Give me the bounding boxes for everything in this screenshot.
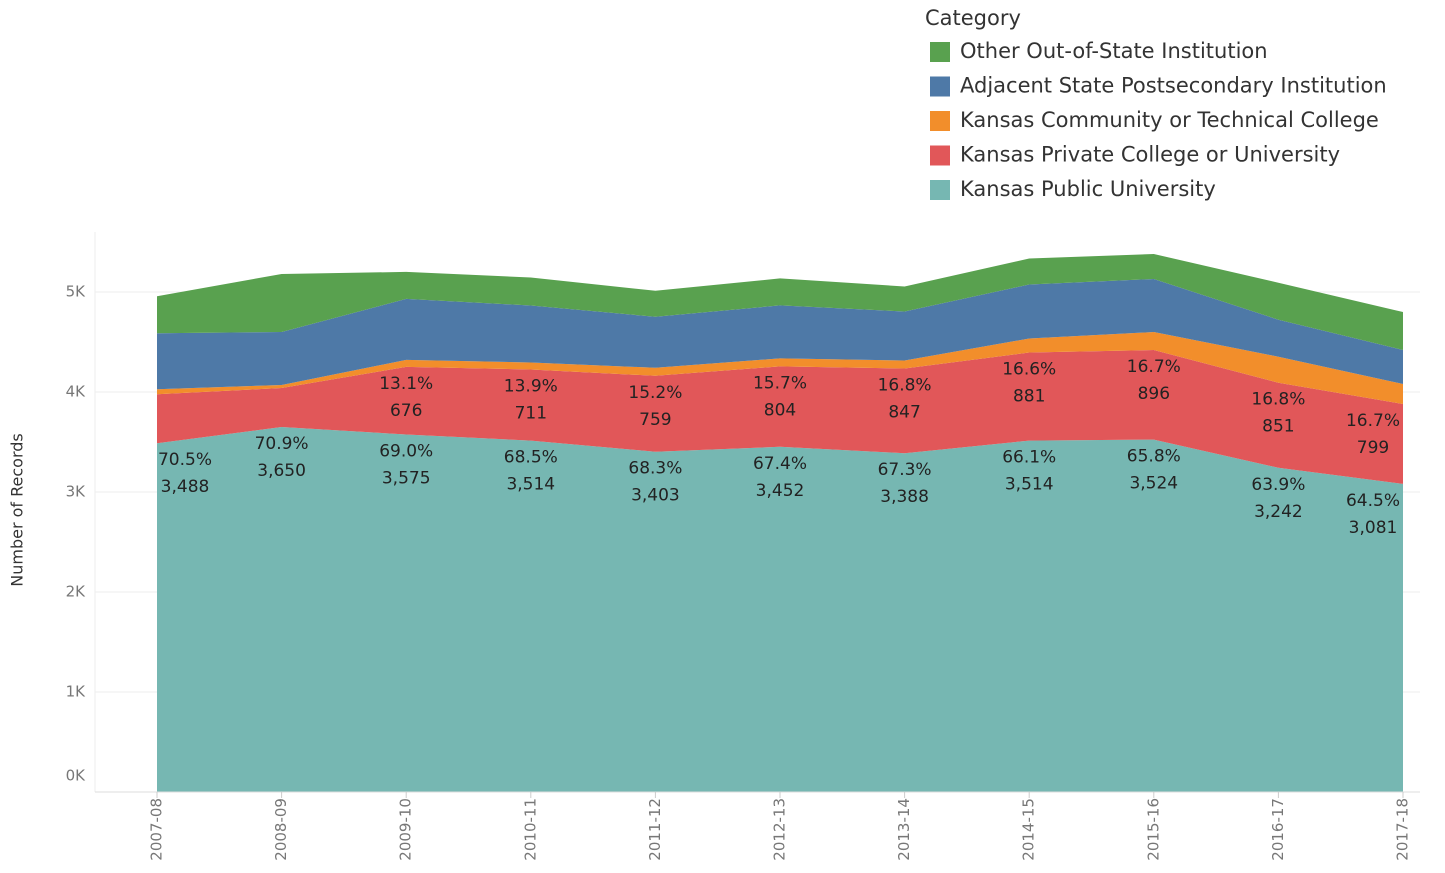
value-label: 3,403 xyxy=(631,486,680,506)
percent-label: 15.7% xyxy=(753,373,807,393)
area xyxy=(157,279,1403,390)
percent-label: 67.3% xyxy=(878,460,932,480)
y-axis-title: Number of Records xyxy=(8,433,27,586)
legend-swatch xyxy=(930,111,950,131)
legend-swatch xyxy=(930,76,950,97)
percent-label: 70.5% xyxy=(158,450,212,470)
legend-label: Kansas Private College or University xyxy=(960,143,1340,167)
x-tick-label: 2007-08 xyxy=(148,798,166,861)
x-tick-label: 2008-09 xyxy=(272,798,290,861)
x-tick-label: 2009-10 xyxy=(397,798,415,861)
percent-label: 15.2% xyxy=(628,383,682,403)
x-tick-label: 2014-15 xyxy=(1020,798,1038,861)
value-label: 3,081 xyxy=(1349,518,1398,538)
percent-label: 65.8% xyxy=(1127,447,1181,467)
percent-label: 13.1% xyxy=(379,374,433,394)
legend-label: Other Out-of-State Institution xyxy=(960,39,1268,63)
percent-label: 16.6% xyxy=(1002,360,1056,380)
value-label: 3,575 xyxy=(382,469,431,489)
value-label: 896 xyxy=(1138,384,1170,404)
value-label: 3,650 xyxy=(257,461,306,481)
value-label: 881 xyxy=(1013,387,1045,407)
x-tick-label: 2011-12 xyxy=(646,798,664,861)
x-tick-label: 2010-11 xyxy=(521,798,539,861)
percent-label: 67.4% xyxy=(753,454,807,474)
legend-label: Kansas Public University xyxy=(960,177,1216,201)
percent-label: 69.0% xyxy=(379,442,433,462)
percent-label: 64.5% xyxy=(1346,491,1400,511)
area xyxy=(157,427,1403,792)
percent-label: 63.9% xyxy=(1251,475,1305,495)
percent-label: 66.1% xyxy=(1002,448,1056,468)
value-label: 759 xyxy=(639,410,671,430)
y-tick-label: 2K xyxy=(66,583,87,601)
value-label: 799 xyxy=(1357,438,1389,458)
area xyxy=(157,332,1403,404)
value-label: 3,242 xyxy=(1254,502,1303,522)
value-label: 847 xyxy=(888,403,920,423)
value-label: 851 xyxy=(1262,417,1294,437)
area xyxy=(157,350,1403,484)
x-tick-label: 2017-18 xyxy=(1394,798,1412,861)
value-label: 711 xyxy=(515,404,547,424)
percent-label: 16.7% xyxy=(1127,357,1181,377)
value-label: 3,514 xyxy=(1005,475,1054,495)
y-tick-label: 3K xyxy=(66,483,87,501)
legend-title: Category xyxy=(925,6,1021,30)
value-label: 804 xyxy=(764,400,796,420)
value-label: 3,514 xyxy=(506,475,555,495)
x-tick-label: 2016-17 xyxy=(1269,798,1287,861)
percent-label: 13.9% xyxy=(504,377,558,397)
legend-swatch xyxy=(930,180,950,200)
percent-label: 68.5% xyxy=(504,448,558,468)
legend-label: Kansas Community or Technical College xyxy=(960,108,1379,132)
y-tick-label: 1K xyxy=(66,683,87,701)
value-label: 3,488 xyxy=(161,477,210,497)
legend-swatch xyxy=(930,145,950,166)
percent-label: 70.9% xyxy=(255,434,309,454)
x-tick-label: 2012-13 xyxy=(771,798,789,861)
percent-label: 68.3% xyxy=(628,459,682,479)
x-tick-label: 2013-14 xyxy=(895,798,913,861)
percent-label: 16.7% xyxy=(1346,411,1400,431)
legend-swatch xyxy=(930,42,950,62)
x-tick-label: 2015-16 xyxy=(1144,798,1162,861)
value-label: 3,388 xyxy=(880,487,929,507)
y-tick-label: 0K xyxy=(66,767,87,785)
y-tick-label: 4K xyxy=(66,383,87,401)
value-label: 3,452 xyxy=(756,481,805,501)
value-label: 3,524 xyxy=(1129,474,1178,494)
percent-label: 16.8% xyxy=(1251,390,1305,410)
percent-label: 16.8% xyxy=(878,376,932,396)
y-tick-label: 5K xyxy=(66,283,87,301)
area xyxy=(157,254,1403,350)
value-label: 676 xyxy=(390,401,422,421)
legend-label: Adjacent State Postsecondary Institution xyxy=(960,74,1387,98)
